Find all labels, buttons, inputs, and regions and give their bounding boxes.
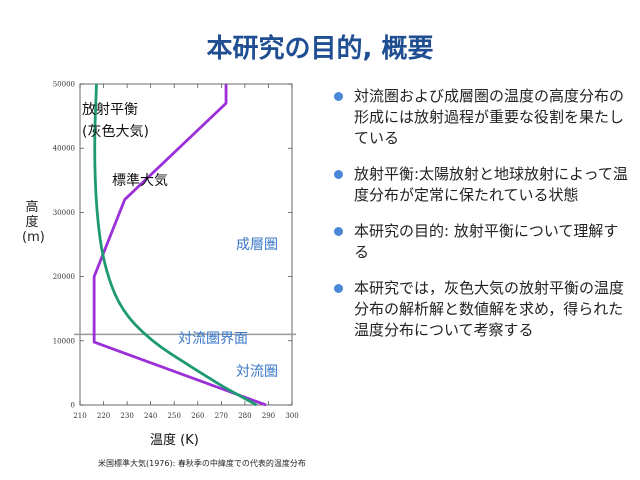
series-label-standard: 標準大気 [112,173,168,189]
series-radiative-equilibrium [92,84,267,407]
y-tick-label: 40000 [53,145,75,153]
x-tick-label: 260 [191,412,204,420]
annotation-stratosphere: 成層圏 [236,237,278,253]
y-tick-label: 30000 [53,209,75,217]
slide-title: 本研究の目的, 概要 [206,34,434,64]
x-tick-label: 230 [120,412,133,420]
y-tick-label: 20000 [53,273,75,281]
y-tick-label: 0 [71,402,75,410]
bullet-text: 本研究の目的: 放射平衡について理解する [354,222,619,261]
x-tick-label: 250 [168,412,181,420]
annotation-tropopause: 対流圏界面 [178,331,248,347]
x-tick-label: 220 [97,412,110,420]
x-tick-label: 290 [262,412,275,420]
bullet-dot-icon [334,284,343,293]
y-axis-label: 高度 (m) [22,200,45,245]
x-tick-label: 280 [238,412,251,420]
bullet-dot-icon [334,92,343,101]
bullet-text: 本研究では，灰色大気の放射平衡の温度分布の解析解と数値解を求め，得られた温度分布… [354,279,625,339]
y-tick-label: 50000 [53,81,75,89]
bullet-item: 本研究では，灰色大気の放射平衡の温度分布の解析解と数値解を求め，得られた温度分布… [332,278,632,341]
x-tick-label: 270 [215,412,228,420]
bullet-item: 本研究の目的: 放射平衡について理解する [332,221,632,263]
x-tick-label: 240 [144,412,157,420]
bullet-text: 放射平衡:太陽放射と地球放射によって温度分布が定常に保たれている状態 [354,165,628,204]
bullet-dot-icon [334,227,343,236]
y-ticks: 0 10000 20000 30000 40000 50000 [53,81,292,410]
series-standard-atmosphere [93,83,258,407]
x-ticks: 210 220 230 240 250 260 270 280 290 300 [73,84,299,420]
bullet-item: 対流圏および成層圏の温度の高度分布の形成には放射過程が重要な役割を果たしている [332,86,632,149]
bullet-list: 対流圏および成層圏の温度の高度分布の形成には放射過程が重要な役割を果たしている … [332,86,632,356]
bullet-text: 対流圏および成層圏の温度の高度分布の形成には放射過程が重要な役割を果たしている [354,87,625,147]
x-axis-label: 温度 (K) [150,432,199,448]
y-tick-label: 10000 [53,337,75,345]
x-tick-label: 300 [285,412,298,420]
chart-axes [79,83,293,406]
plot-frame [79,83,293,406]
series-label-radiative-sub: (灰色大気) [82,123,149,140]
bullet-item: 放射平衡:太陽放射と地球放射によって温度分布が定常に保たれている状態 [332,164,632,206]
series-label-radiative: 放射平衡 [82,102,138,118]
chart-series [92,83,267,407]
x-tick-label: 210 [73,412,86,420]
bullet-dot-icon [334,170,343,179]
footnote: 米国標準大気(1976): 春秋季の中緯度での代表的温度分布 [98,459,306,468]
annotation-troposphere: 対流圏 [236,364,278,380]
